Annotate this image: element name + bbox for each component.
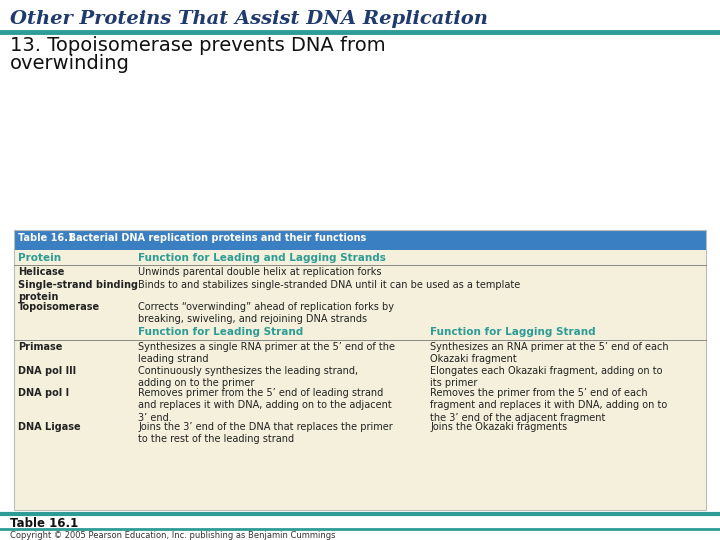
Bar xyxy=(14,230,706,250)
Text: Primase: Primase xyxy=(18,342,63,352)
Text: Bacterial DNA replication proteins and their functions: Bacterial DNA replication proteins and t… xyxy=(62,233,366,243)
Text: Table 16.1: Table 16.1 xyxy=(18,233,75,243)
Text: Synthesizes a single RNA primer at the 5’ end of the
leading strand: Synthesizes a single RNA primer at the 5… xyxy=(138,342,395,364)
Text: Unwinds parental double helix at replication forks: Unwinds parental double helix at replica… xyxy=(138,267,382,277)
Text: Copyright © 2005 Pearson Education, Inc. publishing as Benjamin Cummings: Copyright © 2005 Pearson Education, Inc.… xyxy=(10,531,336,540)
Text: Topoisomerase: Topoisomerase xyxy=(18,302,100,312)
Text: Function for Lagging Strand: Function for Lagging Strand xyxy=(430,327,595,337)
Text: overwinding: overwinding xyxy=(10,54,130,73)
Text: Elongates each Okazaki fragment, adding on to
its primer: Elongates each Okazaki fragment, adding … xyxy=(430,366,662,388)
Text: Single-strand binding
protein: Single-strand binding protein xyxy=(18,280,138,302)
Text: Removes the primer from the 5’ end of each
fragment and replaces it with DNA, ad: Removes the primer from the 5’ end of ea… xyxy=(430,388,667,423)
Text: Other Proteins That Assist DNA Replication: Other Proteins That Assist DNA Replicati… xyxy=(10,10,488,28)
Text: Synthesizes an RNA primer at the 5’ end of each
Okazaki fragment: Synthesizes an RNA primer at the 5’ end … xyxy=(430,342,669,364)
Text: Joins the 3’ end of the DNA that replaces the primer
to the rest of the leading : Joins the 3’ end of the DNA that replace… xyxy=(138,422,392,444)
Bar xyxy=(14,250,706,510)
Text: Function for Leading Strand: Function for Leading Strand xyxy=(138,327,303,337)
Text: Binds to and stabilizes single-stranded DNA until it can be used as a template: Binds to and stabilizes single-stranded … xyxy=(138,280,521,290)
Text: Removes primer from the 5’ end of leading strand
and replaces it with DNA, addin: Removes primer from the 5’ end of leadin… xyxy=(138,388,392,423)
Text: 13. Topoisomerase prevents DNA from: 13. Topoisomerase prevents DNA from xyxy=(10,36,386,55)
Text: DNA pol III: DNA pol III xyxy=(18,366,76,376)
Text: DNA Ligase: DNA Ligase xyxy=(18,422,81,432)
Text: Continuously synthesizes the leading strand,
adding on to the primer: Continuously synthesizes the leading str… xyxy=(138,366,358,388)
Text: Protein: Protein xyxy=(18,253,61,263)
Text: Corrects “overwinding” ahead of replication forks by
breaking, swiveling, and re: Corrects “overwinding” ahead of replicat… xyxy=(138,302,394,325)
Text: Helicase: Helicase xyxy=(18,267,64,277)
Text: Table 16.1: Table 16.1 xyxy=(10,517,78,530)
Text: Function for Leading and Lagging Strands: Function for Leading and Lagging Strands xyxy=(138,253,386,263)
Bar xyxy=(14,230,706,510)
Text: Joins the Okazaki fragments: Joins the Okazaki fragments xyxy=(430,422,567,432)
Text: DNA pol I: DNA pol I xyxy=(18,388,69,398)
